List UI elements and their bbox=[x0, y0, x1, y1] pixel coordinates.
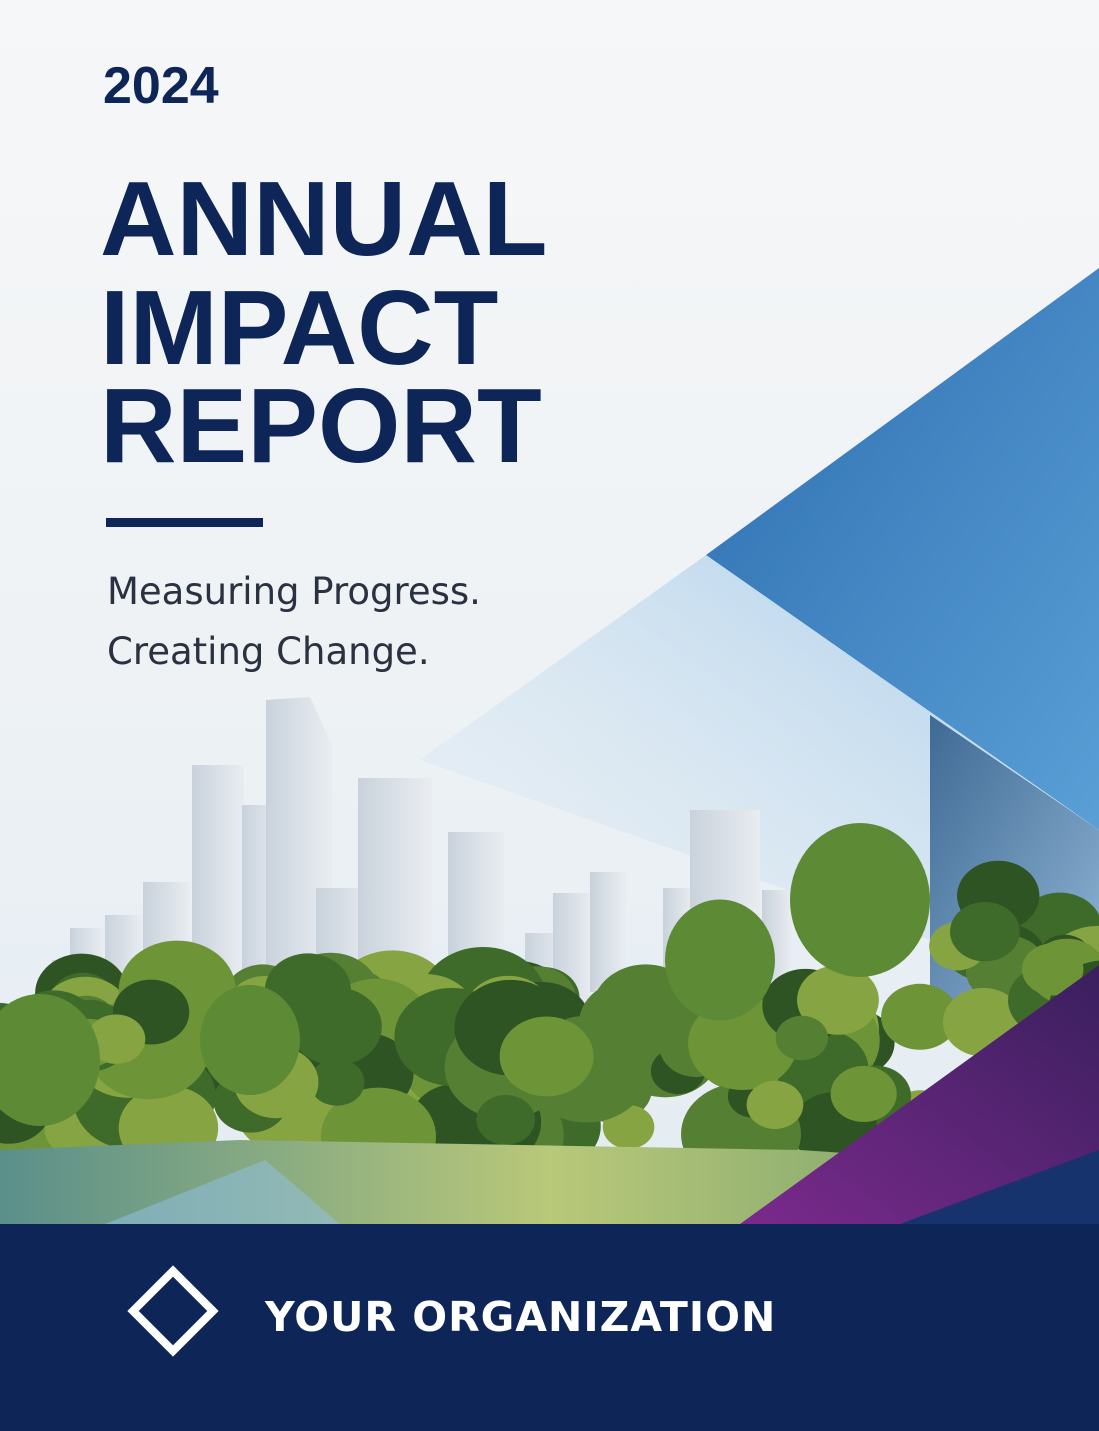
tree bbox=[746, 1080, 804, 1129]
tree bbox=[0, 994, 100, 1126]
blue-triangle bbox=[706, 268, 1099, 830]
tree bbox=[200, 985, 300, 1095]
tree bbox=[476, 1094, 535, 1145]
tree bbox=[949, 901, 1020, 962]
tree bbox=[87, 1014, 146, 1064]
divider bbox=[106, 518, 263, 527]
title-line: IMPACT bbox=[100, 269, 498, 387]
tree bbox=[775, 1015, 829, 1061]
purple-triangle bbox=[740, 965, 1099, 1224]
light-triangle-bottom bbox=[105, 1160, 340, 1224]
tagline: Creating Change. bbox=[107, 630, 430, 673]
tree bbox=[830, 1065, 897, 1123]
building bbox=[266, 697, 332, 1020]
tree bbox=[309, 1058, 365, 1106]
year: 2024 bbox=[103, 57, 219, 115]
tree bbox=[797, 965, 879, 1035]
tree bbox=[665, 899, 775, 1021]
tree bbox=[790, 823, 930, 977]
title-line: ANNUAL bbox=[100, 160, 548, 278]
organization-name: YOUR ORGANIZATION bbox=[264, 1293, 776, 1341]
tree bbox=[1021, 943, 1084, 996]
footer-band bbox=[0, 1224, 1099, 1431]
title-line: REPORT bbox=[100, 367, 542, 485]
tree bbox=[499, 1016, 594, 1097]
tree bbox=[881, 983, 959, 1050]
light-triangle bbox=[420, 555, 1099, 1000]
logo-diamond bbox=[127, 1265, 219, 1357]
tagline: Measuring Progress. bbox=[107, 570, 481, 613]
navy-triangle bbox=[900, 1150, 1099, 1224]
